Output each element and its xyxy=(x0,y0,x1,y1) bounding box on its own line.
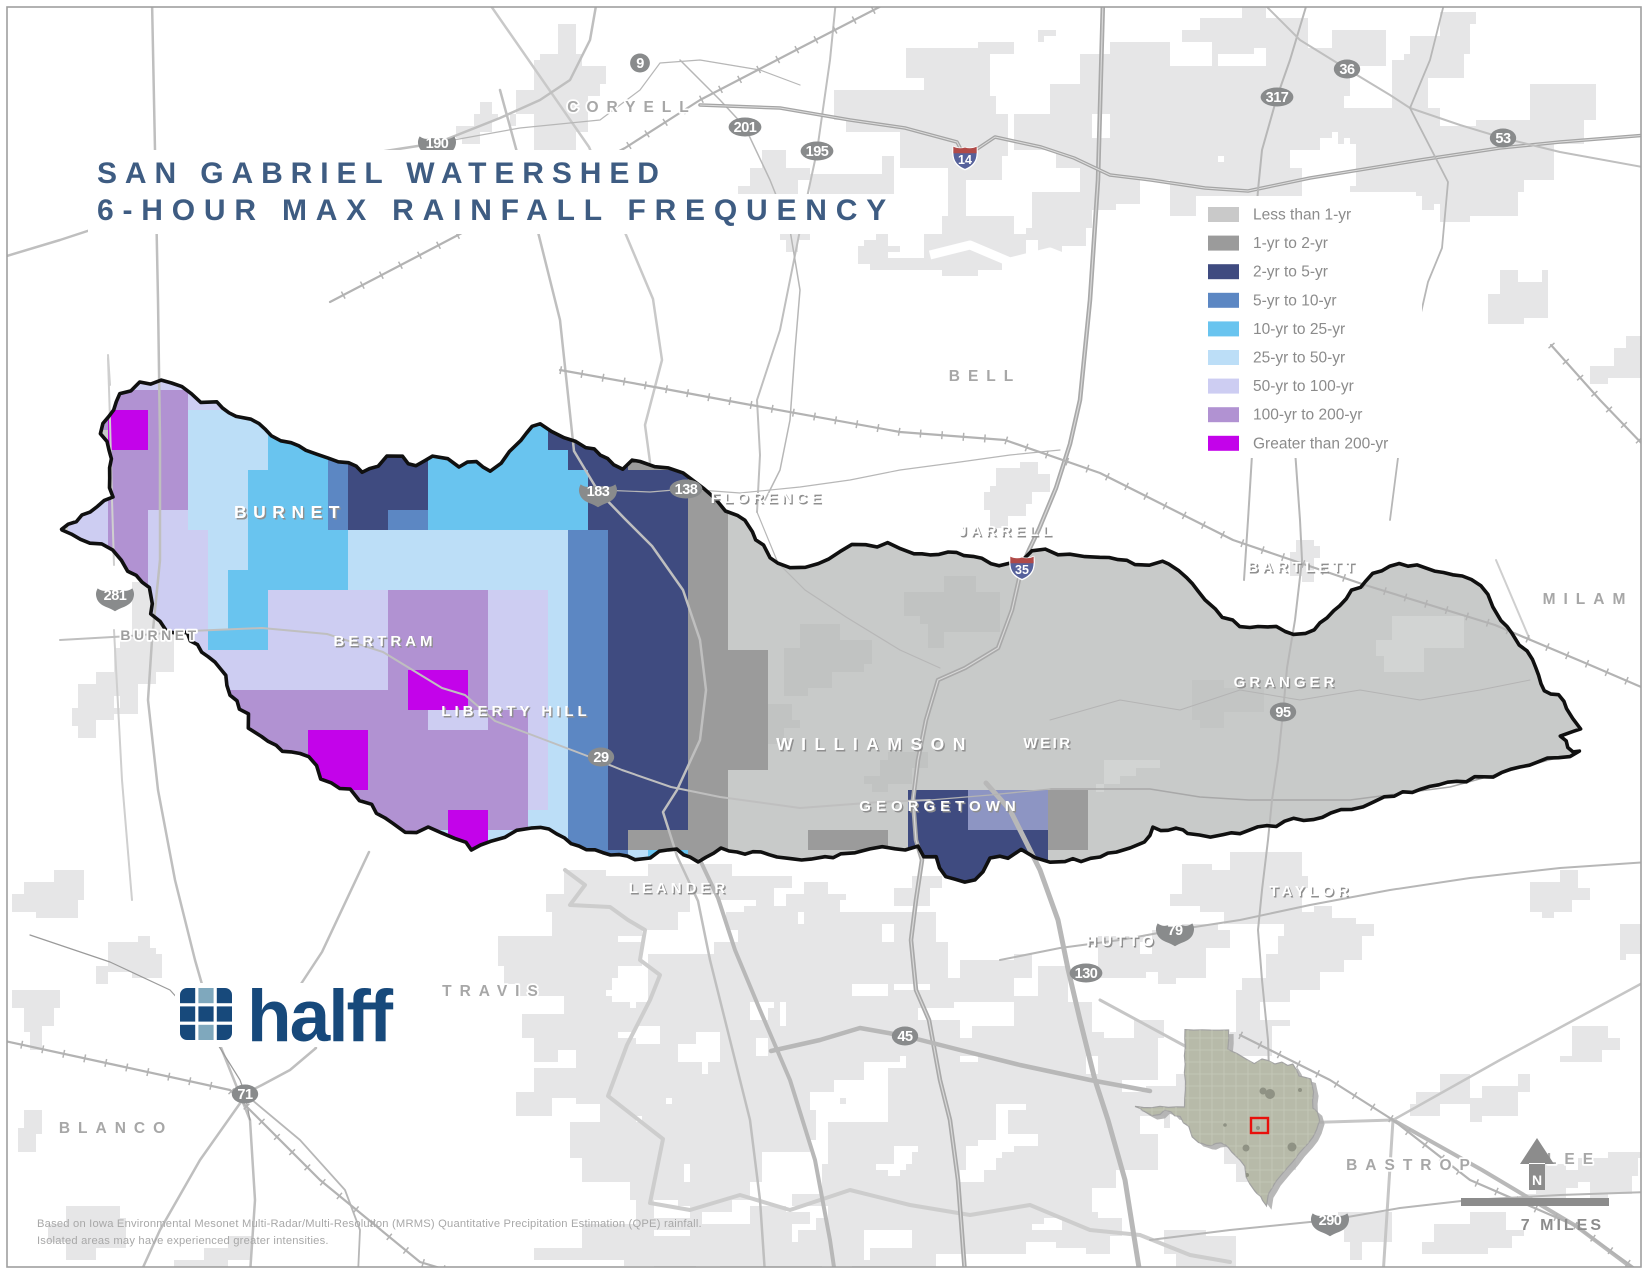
svg-text:71: 71 xyxy=(237,1087,253,1103)
svg-text:6-HOUR MAX RAINFALL FREQUENCY: 6-HOUR MAX RAINFALL FREQUENCY xyxy=(97,194,895,227)
svg-text:1-yr to 2-yr: 1-yr to 2-yr xyxy=(1253,235,1328,252)
svg-text:FLORENCE: FLORENCE xyxy=(711,490,826,507)
svg-text:BLANCO: BLANCO xyxy=(59,1120,173,1137)
svg-text:HUTTO: HUTTO xyxy=(1088,934,1159,951)
svg-text:CORYELL: CORYELL xyxy=(567,99,696,116)
svg-text:95: 95 xyxy=(1275,705,1291,721)
svg-text:HUTTO: HUTTO xyxy=(1086,933,1157,950)
svg-text:190: 190 xyxy=(426,136,449,152)
svg-text:29: 29 xyxy=(593,750,609,766)
svg-text:14: 14 xyxy=(958,153,972,167)
svg-text:LEE: LEE xyxy=(1547,1151,1601,1168)
svg-text:N: N xyxy=(1532,1172,1542,1188)
svg-text:SAN GABRIEL WATERSHED: SAN GABRIEL WATERSHED xyxy=(97,157,667,190)
svg-text:halff: halff xyxy=(247,976,394,1057)
svg-text:100-yr to 200-yr: 100-yr to 200-yr xyxy=(1253,407,1362,424)
svg-text:GEORGETOWN: GEORGETOWN xyxy=(859,798,1020,815)
svg-text:201: 201 xyxy=(734,120,757,136)
svg-text:BARTLETT: BARTLETT xyxy=(1247,559,1358,576)
svg-text:36: 36 xyxy=(1339,62,1355,78)
svg-text:Isolated areas may have experi: Isolated areas may have experienced grea… xyxy=(37,1235,329,1247)
svg-text:FLORENCE: FLORENCE xyxy=(712,491,827,508)
svg-text:LIBERTY HILL: LIBERTY HILL xyxy=(443,704,592,721)
svg-text:JARRELL: JARRELL xyxy=(960,524,1057,541)
svg-text:WEIR: WEIR xyxy=(1025,736,1074,753)
svg-text:GEORGETOWN: GEORGETOWN xyxy=(861,799,1022,816)
svg-text:183: 183 xyxy=(587,484,610,500)
svg-text:281: 281 xyxy=(104,588,127,604)
svg-text:10-yr to 25-yr: 10-yr to 25-yr xyxy=(1253,321,1345,338)
svg-text:35: 35 xyxy=(1015,563,1029,577)
svg-text:290: 290 xyxy=(1319,1213,1342,1229)
svg-text:WILLIAMSON: WILLIAMSON xyxy=(776,734,974,754)
svg-text:BELL: BELL xyxy=(949,368,1021,385)
svg-text:BERTRAM: BERTRAM xyxy=(335,634,438,651)
svg-text:BASTROP: BASTROP xyxy=(1346,1157,1478,1174)
svg-text:BERTRAM: BERTRAM xyxy=(334,633,437,650)
svg-text:GRANGER: GRANGER xyxy=(1234,674,1339,691)
svg-text:138: 138 xyxy=(675,482,698,498)
svg-text:195: 195 xyxy=(806,144,829,160)
svg-text:BURNET: BURNET xyxy=(235,503,347,523)
svg-text:7 MILES: 7 MILES xyxy=(1521,1217,1604,1234)
svg-text:TRAVIS: TRAVIS xyxy=(442,983,546,1000)
svg-text:JARRELL: JARRELL xyxy=(958,523,1055,540)
svg-text:317: 317 xyxy=(1266,90,1289,106)
svg-text:LEANDER: LEANDER xyxy=(629,880,730,897)
svg-text:TAYLOR: TAYLOR xyxy=(1269,883,1352,900)
svg-text:79: 79 xyxy=(1167,923,1183,939)
svg-text:53: 53 xyxy=(1495,131,1511,147)
svg-text:Greater than 200-yr: Greater than 200-yr xyxy=(1253,435,1388,452)
svg-text:5-yr to 10-yr: 5-yr to 10-yr xyxy=(1253,292,1337,309)
svg-text:9: 9 xyxy=(636,56,644,72)
svg-text:WILLIAMSON: WILLIAMSON xyxy=(778,735,976,755)
svg-text:130: 130 xyxy=(1075,966,1098,982)
svg-text:WEIR: WEIR xyxy=(1023,735,1072,752)
svg-text:LIBERTY HILL: LIBERTY HILL xyxy=(441,703,590,720)
svg-text:25-yr to 50-yr: 25-yr to 50-yr xyxy=(1253,350,1345,367)
svg-text:BURNET: BURNET xyxy=(234,502,346,522)
svg-text:Less than 1-yr: Less than 1-yr xyxy=(1253,207,1351,224)
svg-text:BURNET: BURNET xyxy=(120,627,199,643)
svg-text:Based on Iowa Environmental Me: Based on Iowa Environmental Mesonet Mult… xyxy=(37,1218,702,1230)
svg-text:BARTLETT: BARTLETT xyxy=(1249,560,1360,577)
svg-text:50-yr to 100-yr: 50-yr to 100-yr xyxy=(1253,378,1354,395)
svg-text:45: 45 xyxy=(897,1029,913,1045)
svg-text:LEANDER: LEANDER xyxy=(630,881,731,898)
svg-text:MILAM: MILAM xyxy=(1543,591,1634,608)
svg-text:GRANGER: GRANGER xyxy=(1235,675,1340,692)
svg-text:2-yr to 5-yr: 2-yr to 5-yr xyxy=(1253,264,1328,281)
svg-text:TAYLOR: TAYLOR xyxy=(1271,884,1354,901)
